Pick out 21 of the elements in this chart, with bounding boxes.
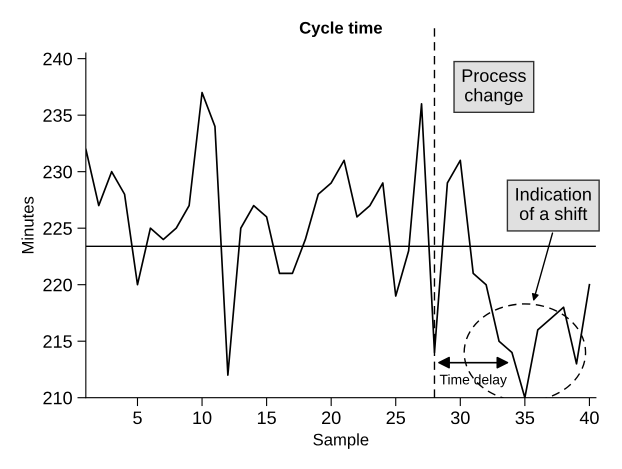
y-tick-label: 235: [43, 109, 72, 122]
x-tick-label: 10: [193, 411, 212, 424]
y-tick-label: 210: [43, 392, 72, 404]
x-tick-label: 15: [258, 412, 276, 424]
x-tick-label: 40: [580, 411, 599, 424]
y-tick-label: 215: [43, 335, 72, 348]
x-axis-title: Sample: [313, 433, 368, 449]
annotation: Process change: [462, 69, 526, 106]
y-axis-title: Minutes: [21, 196, 34, 254]
annotation: Time delay: [440, 374, 507, 388]
x-tick-label: 5: [133, 412, 142, 424]
y-tick-label: 230: [43, 166, 72, 178]
y-tick-label: 220: [43, 278, 72, 292]
annotation: Indication of a shift: [516, 187, 591, 220]
y-tick-label: 240: [43, 52, 72, 66]
x-tick-label: 20: [322, 411, 341, 424]
chart-title: Cycle time: [300, 21, 382, 38]
x-tick-label: 35: [516, 411, 534, 424]
x-tick-label: 30: [450, 411, 470, 424]
x-tick-label: 25: [386, 411, 406, 424]
y-tick-label: 225: [43, 222, 72, 235]
